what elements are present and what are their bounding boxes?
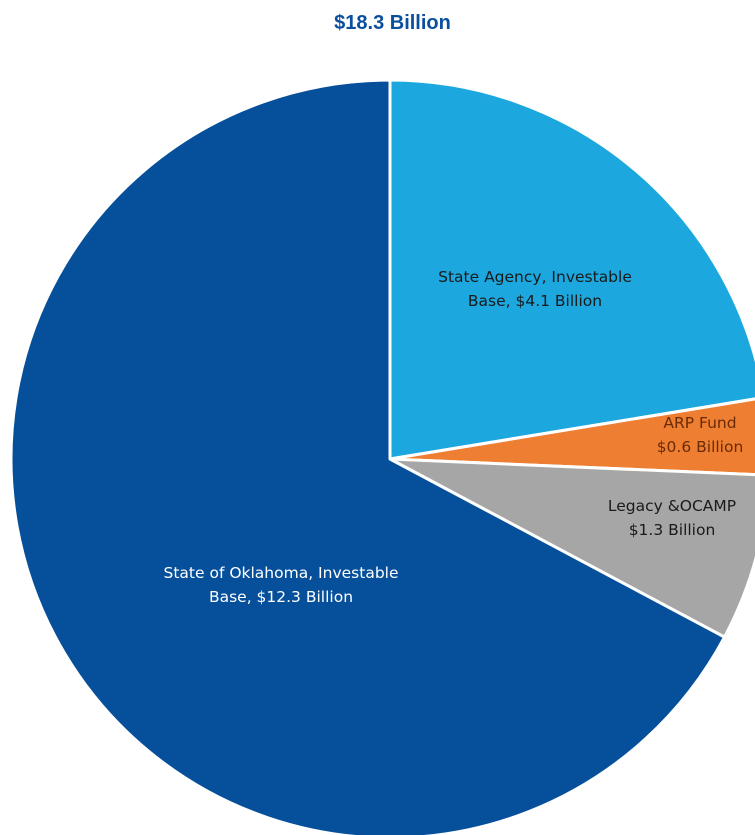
pie-slice-0 xyxy=(388,78,755,461)
pie-labels: State Agency, Investable Base, $4.1 Billi… xyxy=(164,268,744,606)
slice-label-line: State Agency, Investable xyxy=(438,268,632,286)
slice-label-line: Base, $4.1 Billion xyxy=(468,292,602,310)
slice-label-line: Legacy &OCAMP xyxy=(608,497,736,515)
pie-slice-3 xyxy=(9,78,727,835)
slice-label-line: ARP Fund xyxy=(663,414,736,432)
pie-slice-2 xyxy=(388,457,755,639)
pie-slice-1 xyxy=(388,397,755,477)
chart-title: $18.3 Billion xyxy=(334,12,451,34)
slice-label-line: State of Oklahoma, Investable xyxy=(164,564,399,582)
slice-label-line: Base, $12.3 Billion xyxy=(209,588,353,606)
slice-label-3: State of Oklahoma, Investable Base, $12.3… xyxy=(164,564,399,606)
slice-label-0: State Agency, Investable Base, $4.1 Billi… xyxy=(438,268,632,310)
slice-label-line: $1.3 Billion xyxy=(629,521,716,539)
pie-slices xyxy=(9,78,755,835)
slice-label-2: Legacy &OCAMP $1.3 Billion xyxy=(608,497,736,539)
slice-label-1: ARP Fund $0.6 Billion xyxy=(657,414,744,456)
slice-label-line: $0.6 Billion xyxy=(657,438,744,456)
